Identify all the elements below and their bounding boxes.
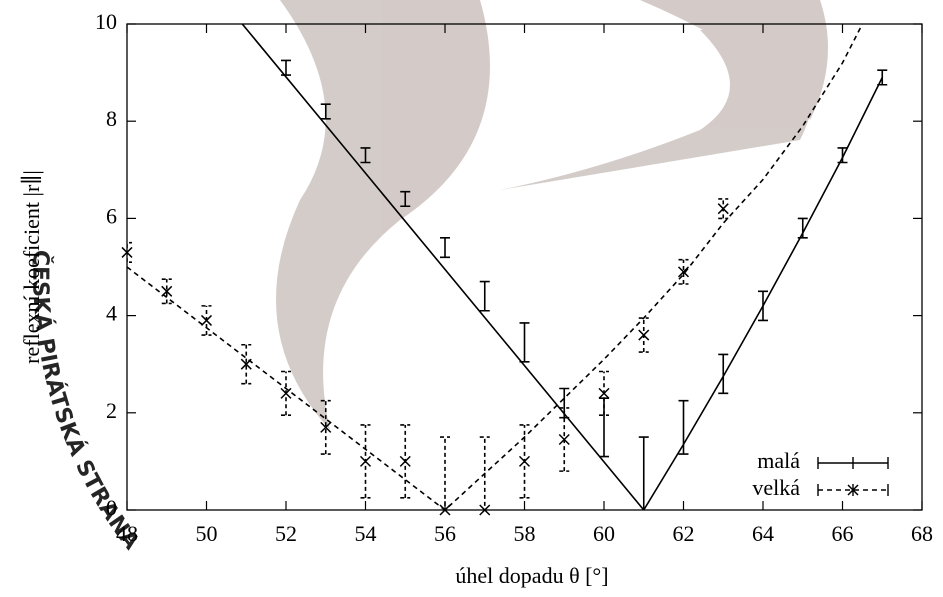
error-bar-line <box>877 70 887 85</box>
error-bar <box>480 282 490 311</box>
x-tick-label: 48 <box>116 521 138 546</box>
marker <box>599 388 609 398</box>
watermark-text: ČESKÁ PIRÁTSKÁ STRANA <box>27 249 144 554</box>
x-tick-label: 52 <box>275 521 297 546</box>
x-tick-label: 58 <box>514 521 536 546</box>
y-tick-label: 4 <box>106 301 117 326</box>
error-bar <box>718 354 728 393</box>
x-tick-label: 60 <box>593 521 615 546</box>
x-tick-label: 54 <box>355 521 377 546</box>
legend-label: malá <box>757 448 800 473</box>
x-tick-label: 56 <box>434 521 456 546</box>
y-axis-label: reflexní koeficient |r∥| <box>19 170 44 364</box>
x-tick-label: 50 <box>196 521 218 546</box>
error-bar-line <box>798 218 808 237</box>
error-bar <box>798 218 808 237</box>
y-tick-label: 8 <box>106 106 117 131</box>
error-bar-line <box>480 282 490 311</box>
y-tick-label: 0 <box>106 495 117 520</box>
x-tick-label: 62 <box>673 521 695 546</box>
y-tick-label: 10 <box>95 9 117 34</box>
error-bar <box>877 70 887 85</box>
x-tick-label: 66 <box>832 521 854 546</box>
watermark-text-path: ČESKÁ PIRÁTSKÁ STRANA <box>27 249 144 554</box>
y-tick-label: 2 <box>106 398 117 423</box>
marker <box>202 315 212 325</box>
marker <box>639 330 649 340</box>
y-tick-label: 6 <box>106 203 117 228</box>
error-bar <box>679 401 689 454</box>
chart: ČESKÁ PIRÁTSKÁ STRANA úhel dopadu θ [°] … <box>0 0 943 597</box>
marker <box>361 456 371 466</box>
x-tick-label: 68 <box>911 521 933 546</box>
watermark: ČESKÁ PIRÁTSKÁ STRANA <box>27 0 828 554</box>
error-bar <box>440 238 450 257</box>
error-bar-line <box>440 238 450 257</box>
error-bar-line <box>718 354 728 393</box>
marker <box>400 456 410 466</box>
error-bar-line <box>520 323 530 362</box>
watermark-shape <box>276 0 490 430</box>
marker <box>718 204 728 214</box>
error-bar-line <box>679 401 689 454</box>
error-bar <box>520 323 530 362</box>
error-bar-line <box>758 291 768 320</box>
legend-label: velká <box>752 475 800 500</box>
marker <box>281 388 291 398</box>
x-tick-label: 64 <box>752 521 774 546</box>
marker <box>520 456 530 466</box>
error-bar <box>758 291 768 320</box>
x-axis-label: úhel dopadu θ [°] <box>455 563 608 588</box>
